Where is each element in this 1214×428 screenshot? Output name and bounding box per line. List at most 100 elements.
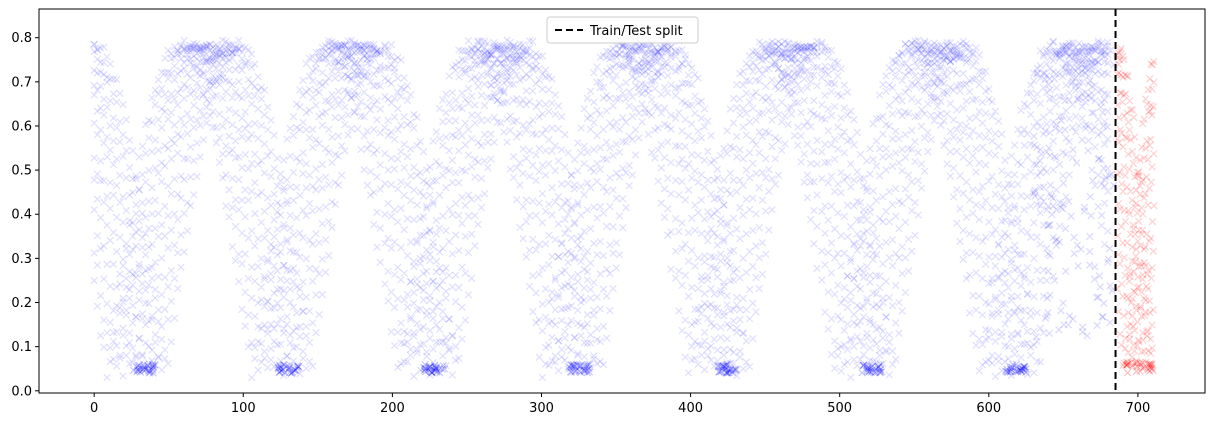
- data-point: [885, 371, 894, 379]
- data-point: [583, 276, 592, 284]
- data-point: [477, 71, 486, 79]
- data-point: [625, 182, 633, 190]
- data-point: [394, 155, 402, 163]
- data-point: [471, 119, 479, 127]
- data-point: [824, 105, 832, 113]
- data-point: [445, 72, 453, 80]
- data-point: [419, 192, 428, 200]
- data-point: [103, 299, 111, 308]
- data-point: [471, 50, 479, 59]
- data-point: [474, 111, 482, 119]
- data-point: [167, 108, 176, 117]
- data-point: [532, 211, 540, 220]
- data-point: [406, 118, 415, 126]
- data-point: [238, 94, 246, 102]
- data-point: [299, 307, 307, 316]
- data-point: [834, 344, 842, 353]
- data-point: [321, 108, 330, 116]
- data-point: [436, 369, 444, 377]
- data-point: [612, 71, 621, 79]
- data-point: [467, 92, 476, 100]
- data-point: [564, 280, 572, 289]
- data-point: [212, 43, 221, 52]
- data-point: [302, 293, 311, 301]
- data-point: [148, 366, 157, 374]
- data-point: [145, 224, 153, 233]
- data-point: [1100, 199, 1109, 207]
- data-point: [109, 306, 118, 315]
- data-point: [467, 162, 476, 171]
- data-point: [170, 241, 179, 249]
- data-point: [270, 164, 278, 173]
- data-point: [888, 236, 897, 244]
- data-point: [138, 209, 147, 218]
- data-point: [917, 83, 926, 92]
- data-point: [904, 267, 913, 275]
- data-point: [1036, 209, 1045, 217]
- data-point: [898, 199, 906, 208]
- data-point: [720, 201, 728, 209]
- data-point: [116, 89, 124, 98]
- data-point: [557, 239, 566, 247]
- data-point: [1071, 128, 1080, 136]
- data-point: [567, 302, 576, 310]
- data-point: [541, 207, 550, 216]
- data-point: [749, 194, 757, 203]
- data-point: [574, 306, 582, 314]
- data-point: [638, 70, 646, 78]
- data-point: [736, 203, 744, 212]
- data-point: [519, 47, 527, 55]
- data-point: [231, 196, 240, 204]
- data-point: [684, 71, 693, 79]
- data-point: [363, 181, 372, 189]
- data-point: [190, 61, 198, 70]
- data-point: [363, 43, 372, 52]
- data-point: [273, 285, 282, 294]
- data-point: [225, 49, 233, 57]
- data-point: [289, 277, 298, 286]
- data-point: [318, 81, 327, 89]
- x-tick-label: 500: [827, 401, 852, 416]
- data-point: [170, 139, 179, 148]
- data-point: [170, 95, 179, 103]
- data-point: [228, 174, 237, 183]
- data-point: [357, 70, 365, 78]
- data-point: [254, 86, 262, 95]
- data-point: [167, 155, 176, 163]
- data-point: [1075, 39, 1083, 48]
- data-point: [574, 270, 582, 279]
- data-point: [1017, 192, 1025, 200]
- data-point: [493, 42, 502, 50]
- data-point: [1124, 348, 1132, 357]
- data-point: [688, 246, 696, 255]
- data-point: [570, 333, 579, 342]
- data-point: [294, 363, 303, 371]
- data-point: [972, 168, 980, 176]
- data-point: [190, 191, 198, 199]
- data-point: [428, 368, 436, 376]
- data-point: [270, 243, 278, 252]
- data-point: [154, 352, 163, 361]
- data-point: [671, 91, 680, 100]
- data-point: [241, 213, 249, 221]
- data-point: [895, 197, 903, 205]
- data-point: [422, 364, 430, 373]
- data-point: [519, 234, 527, 243]
- data-point: [464, 63, 473, 72]
- data-point: [512, 71, 521, 79]
- data-point: [1033, 90, 1041, 98]
- data-point: [305, 357, 314, 366]
- data-point: [739, 67, 747, 76]
- data-point: [593, 63, 601, 71]
- data-point: [749, 104, 757, 112]
- data-point: [461, 66, 469, 75]
- data-point: [296, 253, 304, 261]
- data-point: [448, 283, 457, 291]
- data-point: [487, 155, 495, 163]
- data-point: [422, 179, 431, 187]
- data-point: [299, 206, 307, 215]
- data-point: [1097, 211, 1106, 219]
- data-point: [302, 332, 311, 340]
- data-point: [574, 139, 582, 147]
- data-point: [657, 44, 666, 52]
